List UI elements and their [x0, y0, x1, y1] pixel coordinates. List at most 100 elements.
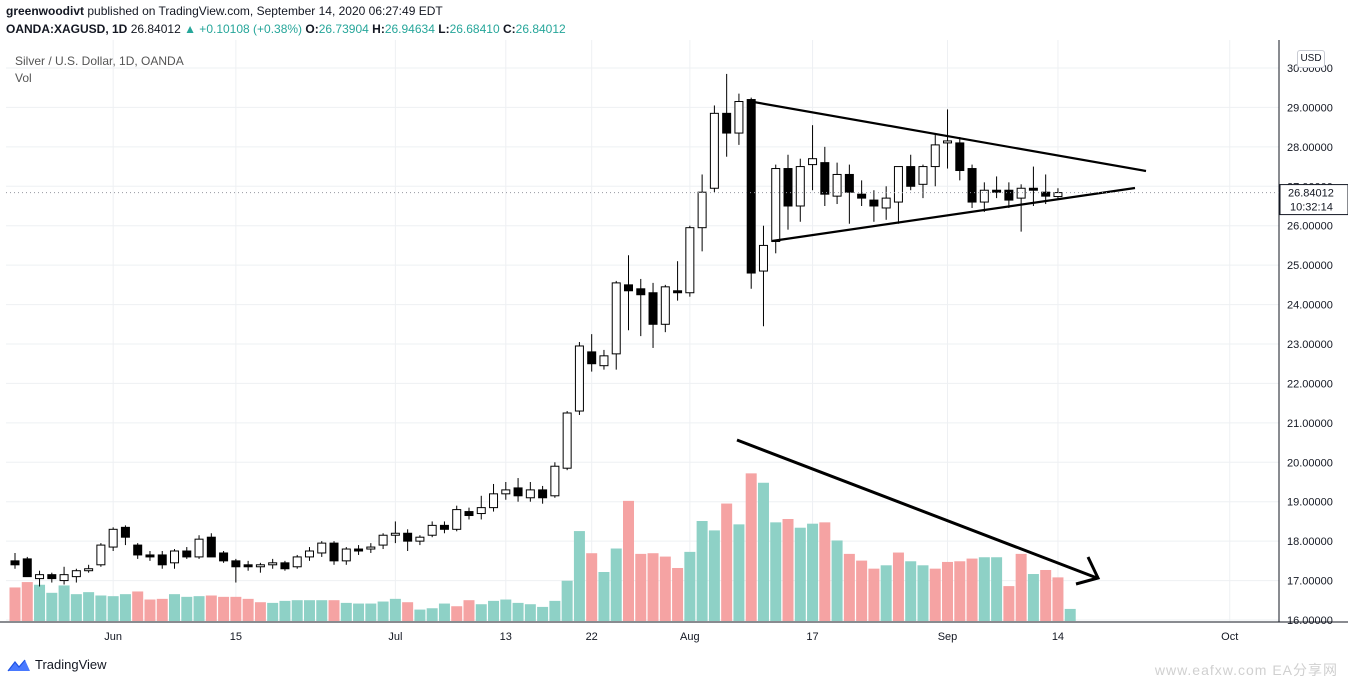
- price-tick-label: 17.00000: [1287, 576, 1333, 588]
- volume-bar: [316, 600, 328, 621]
- volume-bar: [132, 591, 144, 621]
- volume-bar: [21, 582, 33, 621]
- quote-line: OANDA:XAGUSD, 1D 26.84012 ▲ +0.10108 (+0…: [6, 22, 566, 36]
- candle-down: [673, 290, 683, 294]
- volume-bar: [205, 595, 217, 621]
- volume-bar: [1040, 569, 1052, 621]
- volume-bar: [218, 596, 230, 621]
- last-price: 26.84012: [130, 22, 181, 36]
- candle-down: [513, 487, 523, 497]
- volume-bar: [917, 565, 929, 621]
- triangle-lower-trendline[interactable]: [771, 186, 1136, 243]
- candle-up: [194, 538, 204, 558]
- candle-up: [341, 548, 351, 562]
- candle-up: [390, 532, 400, 536]
- volume-bar: [561, 580, 573, 621]
- candle-down: [820, 162, 830, 195]
- candle-up: [599, 355, 609, 367]
- volume-bar: [868, 568, 880, 621]
- price-tick-label: 26.00000: [1287, 221, 1333, 233]
- tradingview-brand[interactable]: TradingView: [7, 657, 107, 672]
- close-label: C:: [502, 22, 516, 36]
- volume-bar: [1027, 574, 1039, 621]
- volume-bar: [58, 585, 70, 621]
- volume-bar: [267, 602, 279, 621]
- volume-bar: [83, 592, 95, 621]
- candle-up: [59, 574, 69, 582]
- candle-down: [648, 292, 658, 325]
- candle-up: [660, 286, 670, 325]
- candle-down: [157, 554, 167, 566]
- candle-down: [992, 189, 1002, 193]
- volume-bar: [70, 594, 82, 621]
- candle-up: [893, 166, 903, 203]
- price-tick-label: 20.00000: [1287, 457, 1333, 469]
- price-tick-label: 29.00000: [1287, 102, 1333, 114]
- volume-bar: [451, 606, 463, 621]
- price-tick-label: 28.00000: [1287, 142, 1333, 154]
- candle-down: [844, 173, 854, 193]
- legend-main-series[interactable]: Silver / U.S. Dollar, 1D, OANDA: [15, 54, 184, 68]
- candle-up: [832, 173, 842, 197]
- candle-down: [464, 511, 474, 517]
- volume-bar: [95, 595, 107, 621]
- currency-button[interactable]: USD: [1297, 50, 1325, 68]
- candle-down: [636, 288, 646, 296]
- candle-up: [317, 542, 327, 554]
- price-tick-label: 24.00000: [1287, 300, 1333, 312]
- candle-down: [1028, 187, 1038, 191]
- volume-bar: [119, 594, 131, 621]
- candle-down: [145, 554, 155, 558]
- volume-bar: [757, 482, 769, 621]
- candle-up: [96, 544, 106, 566]
- candle-up: [304, 550, 314, 558]
- volume-trend-arrow[interactable]: [736, 438, 1098, 580]
- candle-up: [574, 345, 584, 412]
- volume-bar: [573, 531, 585, 621]
- tradingview-logo-icon: [7, 659, 30, 671]
- price-tick-label: 23.00000: [1287, 339, 1333, 351]
- volume-bar: [402, 602, 414, 621]
- volume-bar: [672, 567, 684, 621]
- volume-bar: [438, 603, 450, 621]
- candle-up: [255, 564, 265, 568]
- volume-bar: [512, 602, 524, 621]
- volume-bar: [291, 600, 303, 621]
- volume-bar: [500, 599, 512, 621]
- candle-up: [378, 534, 388, 546]
- volume-bar: [794, 527, 806, 621]
- candle-down: [206, 536, 216, 558]
- candle-down: [133, 544, 143, 556]
- candle-up: [292, 556, 302, 568]
- time-tick-label: Oct: [1221, 631, 1238, 643]
- price-tick-label: 25.00000: [1287, 260, 1333, 272]
- candle-up: [501, 489, 511, 495]
- candle-down: [10, 560, 20, 566]
- volume-bar: [328, 600, 340, 621]
- publisher-name[interactable]: greenwoodivt: [6, 4, 85, 18]
- candle-up: [685, 227, 695, 294]
- volume-bar: [156, 598, 168, 621]
- chart-legend: Silver / U.S. Dollar, 1D, OANDA Vol: [15, 53, 184, 87]
- candle-down: [955, 142, 965, 172]
- candle-down: [857, 193, 867, 199]
- published-text: published on TradingView.com, September …: [87, 4, 443, 18]
- volume-bar: [193, 596, 205, 621]
- time-tick-label: Aug: [680, 631, 700, 643]
- candle-up: [979, 189, 989, 203]
- open-value: 26.73904: [318, 22, 369, 36]
- volume-bar: [475, 604, 487, 621]
- time-tick-label: Jul: [388, 631, 402, 643]
- volume-bar: [107, 596, 119, 621]
- volume-bar: [929, 568, 941, 621]
- triangle-upper-trendline[interactable]: [747, 99, 1147, 173]
- candle-up: [697, 191, 707, 229]
- legend-volume[interactable]: Vol: [15, 71, 32, 85]
- volume-bar: [524, 604, 536, 621]
- candle-down: [1041, 191, 1051, 197]
- candle-down: [329, 542, 339, 562]
- time-tick-label: Jun: [104, 631, 122, 643]
- volume-bar: [696, 521, 708, 621]
- price-tick-label: 21.00000: [1287, 418, 1333, 430]
